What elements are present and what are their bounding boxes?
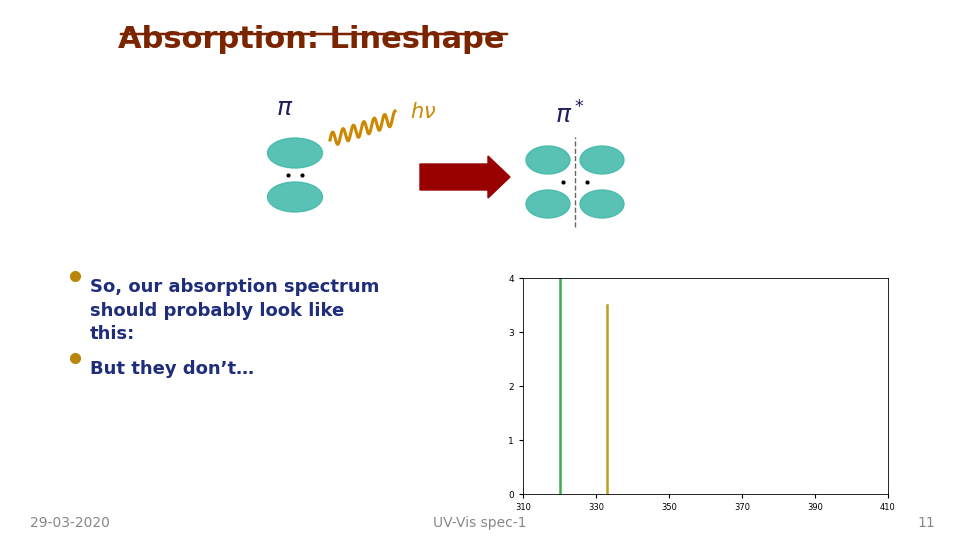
Ellipse shape: [580, 190, 624, 218]
Ellipse shape: [580, 146, 624, 174]
Text: So, our absorption spectrum
should probably look like
this:: So, our absorption spectrum should proba…: [90, 278, 379, 343]
Text: h$\nu$: h$\nu$: [410, 102, 437, 122]
Text: But they don’t…: But they don’t…: [90, 360, 254, 378]
Ellipse shape: [268, 138, 323, 168]
Text: $\pi^*$: $\pi^*$: [555, 102, 585, 129]
Ellipse shape: [526, 190, 570, 218]
FancyArrow shape: [420, 156, 510, 198]
Text: 29-03-2020: 29-03-2020: [30, 516, 109, 530]
Text: UV-Vis spec-1: UV-Vis spec-1: [433, 516, 527, 530]
Ellipse shape: [268, 182, 323, 212]
Text: Absorption: Lineshape: Absorption: Lineshape: [118, 25, 505, 54]
Text: 11: 11: [917, 516, 935, 530]
Text: $\pi$: $\pi$: [276, 96, 294, 120]
Ellipse shape: [526, 146, 570, 174]
